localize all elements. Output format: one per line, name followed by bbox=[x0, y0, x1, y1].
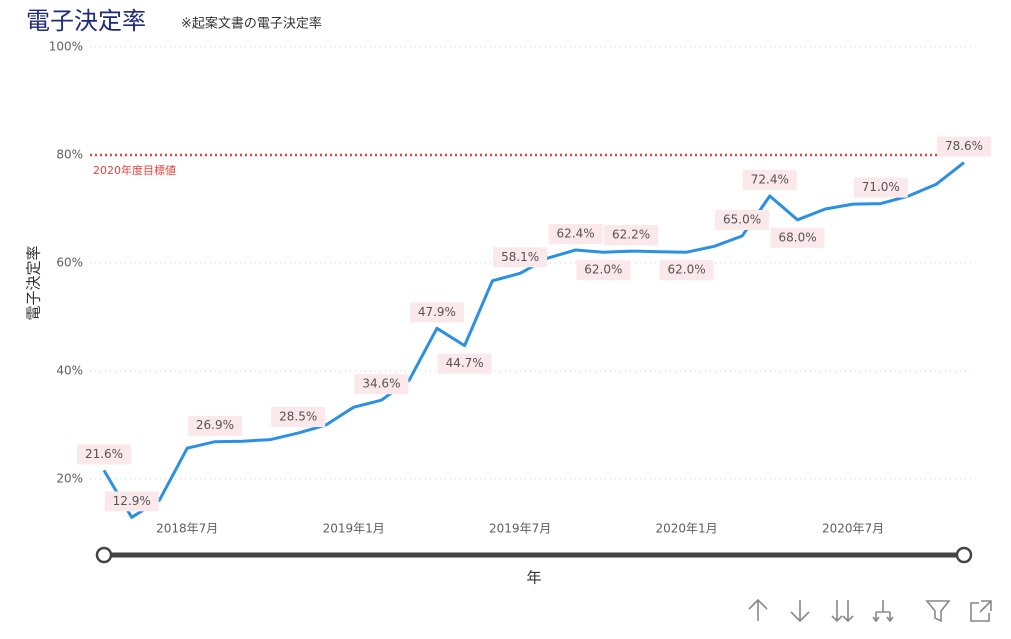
data-label-text: 62.4% bbox=[557, 227, 595, 241]
slider-handle[interactable] bbox=[955, 546, 973, 564]
chart-title: 電子決定率 bbox=[26, 7, 146, 35]
y-tick-label: 100% bbox=[49, 40, 83, 54]
data-label: 62.0% bbox=[659, 260, 714, 281]
y-axis-label: 電子決定率 bbox=[25, 245, 43, 320]
data-label: 21.6% bbox=[77, 444, 131, 465]
data-label-text: 58.1% bbox=[501, 250, 539, 264]
data-label-text: 68.0% bbox=[778, 230, 816, 244]
data-label-text: 71.0% bbox=[862, 180, 900, 194]
filter-icon[interactable] bbox=[925, 600, 951, 623]
data-label-background bbox=[576, 260, 631, 281]
data-label: 12.9% bbox=[104, 491, 159, 512]
data-label-text: 65.0% bbox=[723, 213, 761, 227]
y-tick-label: 80% bbox=[56, 148, 83, 162]
drill-down-icon[interactable] bbox=[790, 600, 810, 623]
data-line bbox=[102, 161, 965, 519]
data-label-text: 62.0% bbox=[584, 263, 622, 277]
data-label-text: 78.6% bbox=[945, 139, 983, 153]
data-label-background bbox=[659, 260, 714, 281]
chart-subtitle: ※起案文書の電子決定率 bbox=[181, 16, 322, 32]
data-label-background bbox=[104, 491, 159, 512]
data-label-text: 62.0% bbox=[668, 263, 706, 277]
data-label: 26.9% bbox=[187, 415, 242, 436]
next-level-icon[interactable] bbox=[831, 600, 854, 623]
data-label-background bbox=[187, 415, 242, 436]
data-label-background bbox=[742, 170, 797, 191]
data-label-background bbox=[715, 210, 770, 230]
y-tick-label: 20% bbox=[56, 472, 83, 486]
x-tick-label: 2020年1月 bbox=[655, 522, 717, 536]
slider-handle[interactable] bbox=[95, 546, 113, 564]
data-label: 62.4% bbox=[548, 224, 603, 245]
data-label: 47.9% bbox=[409, 302, 464, 323]
data-label-background bbox=[604, 225, 659, 246]
y-tick-label: 40% bbox=[56, 364, 83, 378]
data-label: 78.6% bbox=[937, 136, 991, 157]
drill-up-icon[interactable] bbox=[748, 598, 768, 621]
data-label-text: 44.7% bbox=[446, 356, 484, 370]
data-label: 68.0% bbox=[770, 227, 825, 248]
data-label-background bbox=[937, 136, 991, 157]
data-label: 72.4% bbox=[742, 170, 797, 191]
x-tick-label: 2018年7月 bbox=[156, 522, 218, 536]
data-label-background bbox=[770, 227, 825, 248]
data-label-background bbox=[77, 444, 131, 465]
x-axis-label: 年 bbox=[526, 569, 541, 587]
data-label-background bbox=[853, 177, 908, 198]
data-label-background bbox=[437, 353, 492, 374]
data-label: 62.2% bbox=[604, 225, 659, 246]
data-label-text: 72.4% bbox=[751, 173, 789, 187]
data-label: 28.5% bbox=[271, 407, 326, 428]
x-tick-label: 2020年7月 bbox=[822, 522, 884, 536]
data-label-background bbox=[548, 224, 603, 245]
data-label-background bbox=[271, 407, 326, 428]
reference-line-label: 2020年度目標値 bbox=[93, 163, 176, 177]
data-label-background bbox=[493, 247, 548, 268]
data-label: 71.0% bbox=[853, 177, 908, 198]
data-label-background bbox=[409, 302, 464, 323]
y-tick-label: 60% bbox=[56, 256, 83, 270]
data-label: 62.0% bbox=[576, 260, 631, 281]
range-slider[interactable] bbox=[95, 546, 973, 564]
data-label-text: 12.9% bbox=[113, 494, 151, 508]
x-tick-label: 2019年1月 bbox=[323, 522, 385, 536]
data-label-text: 28.5% bbox=[279, 410, 317, 424]
x-tick-label: 2019年7月 bbox=[489, 522, 551, 536]
data-label-text: 34.6% bbox=[362, 377, 400, 391]
data-label-text: 47.9% bbox=[418, 305, 456, 319]
data-label: 34.6% bbox=[354, 374, 409, 395]
data-label: 65.0% bbox=[715, 210, 770, 230]
data-label-background bbox=[354, 374, 409, 395]
data-label-text: 62.2% bbox=[612, 228, 650, 242]
data-label: 58.1% bbox=[493, 247, 548, 268]
expand-icon[interactable] bbox=[872, 600, 894, 623]
data-label-text: 21.6% bbox=[85, 447, 123, 461]
visual-toolbar bbox=[748, 598, 992, 623]
focus-mode-icon[interactable] bbox=[970, 600, 992, 622]
data-label: 44.7% bbox=[437, 353, 492, 374]
data-label-text: 26.9% bbox=[196, 418, 234, 432]
